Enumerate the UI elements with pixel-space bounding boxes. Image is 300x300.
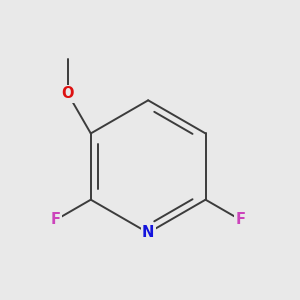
Text: O: O xyxy=(61,86,74,101)
Text: F: F xyxy=(51,212,61,227)
Text: N: N xyxy=(142,225,154,240)
Text: F: F xyxy=(236,212,246,227)
